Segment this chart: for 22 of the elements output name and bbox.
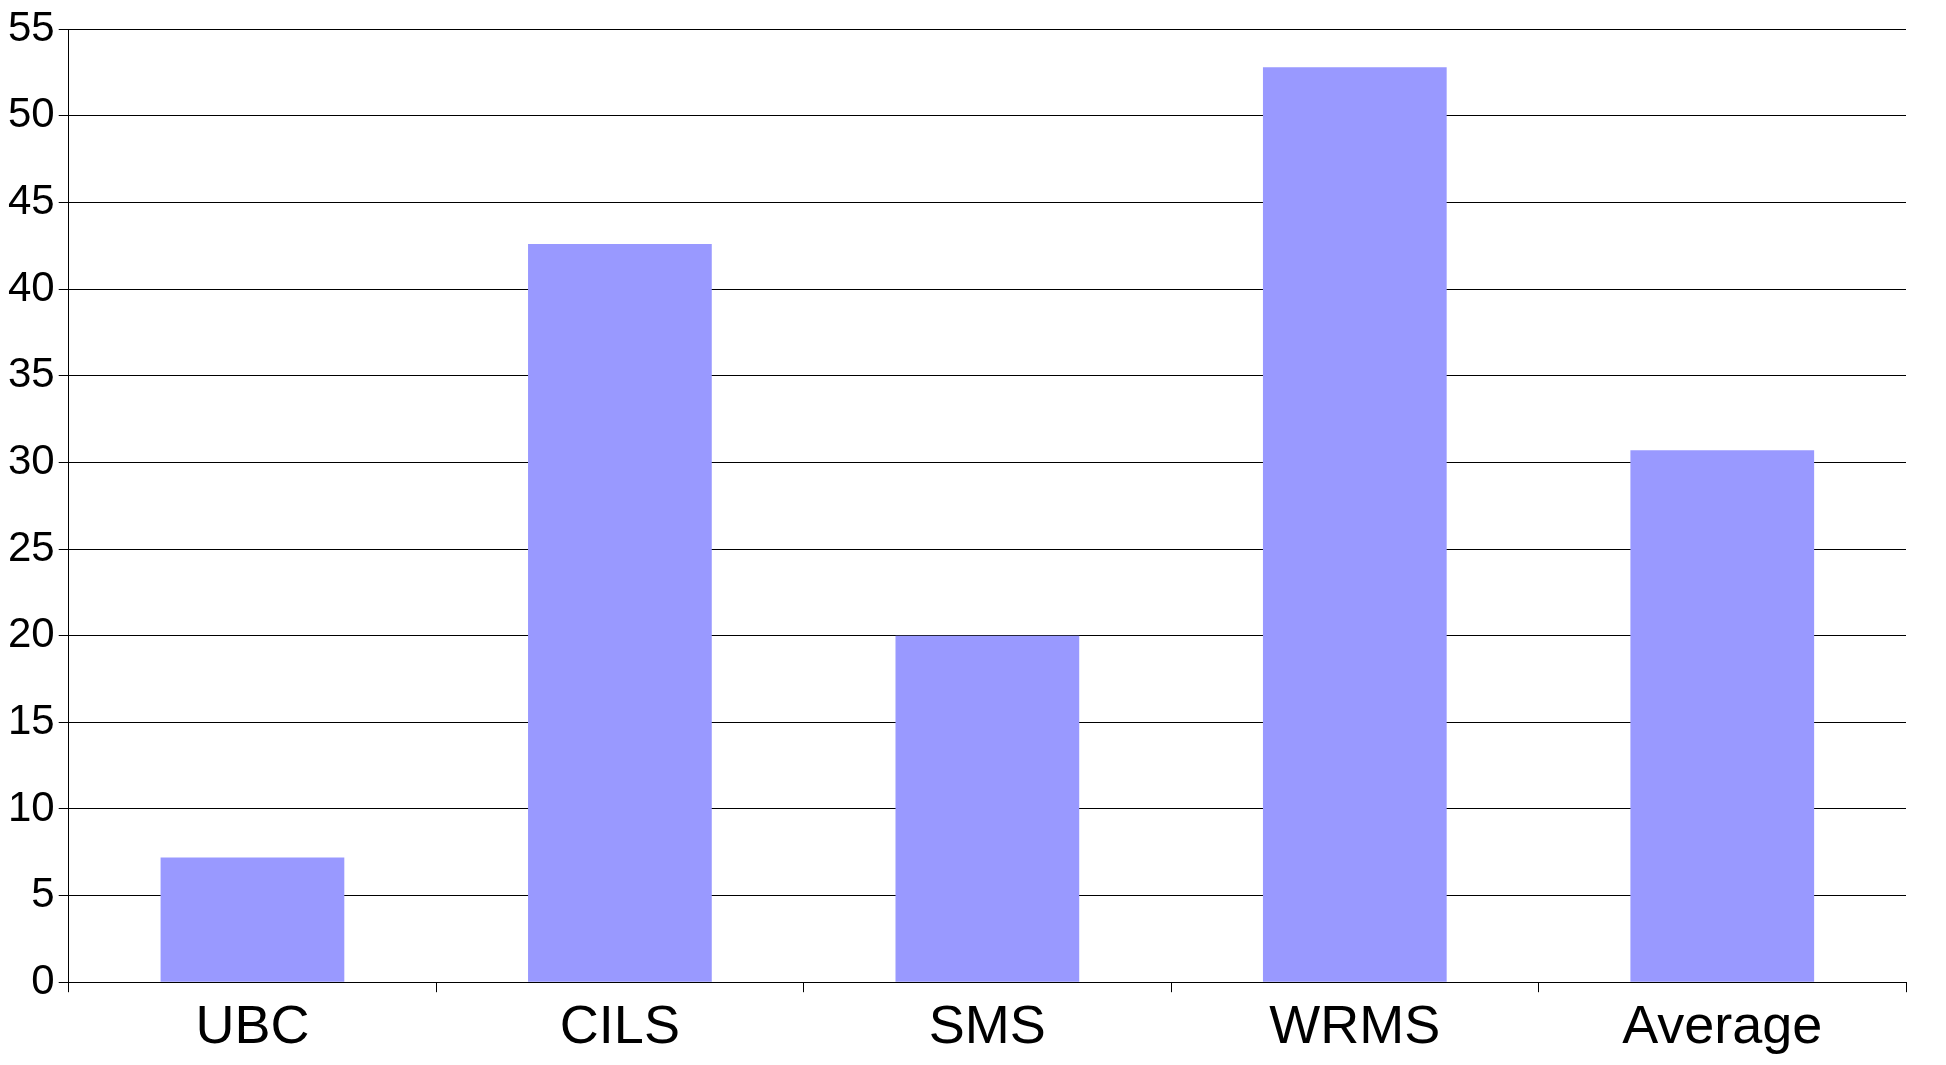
y-tick-label: 35 — [8, 349, 55, 397]
bar — [528, 244, 712, 982]
x-tick-label: UBC — [195, 994, 310, 1055]
bar — [895, 635, 1080, 982]
y-tick-label: 5 — [31, 869, 55, 917]
bar — [1262, 67, 1447, 982]
y-tick-label: 30 — [8, 435, 55, 483]
x-tick-label: CILS — [559, 994, 680, 1055]
bar — [160, 857, 345, 982]
y-tick-label: 20 — [8, 609, 55, 657]
x-tick-label: Average — [1622, 994, 1823, 1055]
y-tick-label: 15 — [8, 695, 55, 743]
x-tick-label: SMS — [928, 994, 1046, 1055]
y-tick-label: 0 — [31, 955, 55, 1003]
y-tick-label: 10 — [8, 782, 55, 830]
y-tick-label: 25 — [8, 522, 55, 570]
y-tick-label: 45 — [8, 176, 55, 224]
y-tick-label: 50 — [8, 89, 55, 137]
y-tick-label: 55 — [8, 2, 55, 50]
y-tick-label: 40 — [8, 262, 55, 310]
bar — [1630, 450, 1815, 982]
x-tick-label: WRMS — [1269, 994, 1441, 1055]
